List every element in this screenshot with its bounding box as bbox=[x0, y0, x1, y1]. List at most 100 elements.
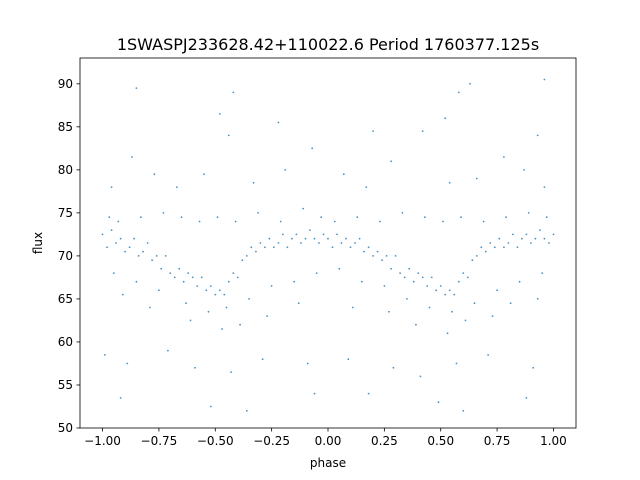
data-point bbox=[403, 276, 406, 279]
x-tick-label: 0.25 bbox=[371, 434, 398, 448]
data-point bbox=[264, 246, 266, 249]
data-point bbox=[194, 366, 196, 369]
data-point bbox=[259, 242, 262, 244]
data-point bbox=[439, 285, 442, 287]
data-point bbox=[503, 246, 505, 249]
data-point bbox=[428, 306, 431, 309]
data-point bbox=[507, 242, 510, 244]
data-point bbox=[239, 323, 242, 326]
data-point bbox=[496, 289, 498, 292]
data-point bbox=[306, 362, 309, 365]
x-tick-label: 0.50 bbox=[427, 434, 454, 448]
y-tick-label: 75 bbox=[58, 206, 73, 220]
data-point bbox=[131, 156, 133, 158]
data-point bbox=[342, 173, 345, 176]
data-point bbox=[444, 293, 447, 296]
data-point bbox=[548, 242, 550, 244]
data-point bbox=[205, 289, 208, 292]
data-point bbox=[182, 280, 185, 283]
data-point bbox=[462, 409, 465, 412]
data-point bbox=[401, 212, 404, 214]
data-point bbox=[101, 233, 104, 236]
data-point bbox=[525, 397, 528, 399]
data-point bbox=[469, 82, 471, 85]
plot-frame bbox=[79, 57, 577, 429]
y-tick-label: 65 bbox=[58, 292, 73, 306]
data-point bbox=[295, 233, 298, 236]
data-point bbox=[527, 212, 530, 214]
data-point bbox=[394, 255, 397, 257]
data-point bbox=[421, 130, 424, 133]
data-point bbox=[162, 212, 165, 214]
data-point bbox=[245, 409, 248, 412]
x-tick-label: 0.75 bbox=[484, 434, 511, 448]
data-point bbox=[297, 302, 300, 305]
data-point bbox=[367, 246, 370, 249]
data-point bbox=[388, 310, 390, 313]
data-point bbox=[128, 246, 131, 249]
data-point bbox=[338, 267, 341, 270]
data-point bbox=[466, 276, 469, 279]
data-point bbox=[236, 276, 239, 279]
y-axis-ticks: 50 55 60 65 70 75 80 85 90 bbox=[58, 77, 80, 435]
data-point bbox=[516, 246, 519, 249]
data-point bbox=[406, 298, 408, 300]
data-point bbox=[277, 121, 280, 124]
data-point bbox=[552, 233, 555, 236]
data-point bbox=[189, 319, 192, 322]
data-point bbox=[270, 285, 273, 287]
data-point bbox=[158, 289, 160, 292]
x-tick-label: 1.00 bbox=[540, 434, 567, 448]
data-point bbox=[160, 267, 163, 270]
data-point bbox=[545, 216, 548, 219]
data-point bbox=[293, 280, 296, 283]
data-point bbox=[234, 220, 237, 223]
data-point bbox=[203, 173, 205, 176]
data-point bbox=[512, 233, 514, 236]
data-point bbox=[257, 212, 259, 214]
data-point bbox=[358, 237, 361, 240]
y-tick-label: 60 bbox=[58, 335, 73, 349]
scatter-points bbox=[101, 78, 555, 412]
data-point bbox=[437, 401, 440, 404]
data-point bbox=[412, 280, 415, 283]
data-point bbox=[250, 246, 253, 249]
data-point bbox=[252, 181, 255, 184]
data-point bbox=[379, 220, 381, 223]
data-point bbox=[457, 91, 460, 94]
data-point bbox=[464, 319, 467, 322]
data-point bbox=[227, 134, 230, 137]
data-point bbox=[541, 272, 544, 274]
data-point bbox=[117, 220, 120, 223]
data-point bbox=[331, 246, 334, 249]
data-point bbox=[451, 310, 453, 313]
data-point bbox=[525, 233, 528, 236]
data-point bbox=[385, 255, 388, 257]
data-point bbox=[347, 358, 350, 361]
data-point bbox=[137, 255, 140, 257]
data-point bbox=[209, 285, 212, 287]
x-axis-label: phase bbox=[310, 456, 346, 470]
x-tick-label: −0.25 bbox=[253, 434, 290, 448]
data-point bbox=[453, 293, 456, 296]
data-point bbox=[155, 255, 158, 257]
data-point bbox=[505, 216, 507, 219]
data-point bbox=[277, 242, 280, 244]
data-point bbox=[142, 250, 145, 253]
data-point bbox=[430, 276, 433, 279]
data-point bbox=[419, 375, 422, 378]
data-point bbox=[446, 332, 449, 335]
data-point bbox=[392, 366, 395, 369]
y-tick-label: 90 bbox=[58, 77, 73, 91]
data-point bbox=[460, 216, 462, 219]
x-tick-label: 0.00 bbox=[315, 434, 342, 448]
data-point bbox=[383, 285, 386, 287]
data-point bbox=[424, 216, 426, 219]
data-point bbox=[103, 354, 106, 356]
data-point bbox=[266, 315, 268, 317]
data-point bbox=[444, 117, 447, 120]
data-point bbox=[365, 186, 368, 189]
data-point bbox=[121, 293, 124, 296]
data-point bbox=[475, 255, 478, 257]
data-point bbox=[354, 242, 356, 244]
